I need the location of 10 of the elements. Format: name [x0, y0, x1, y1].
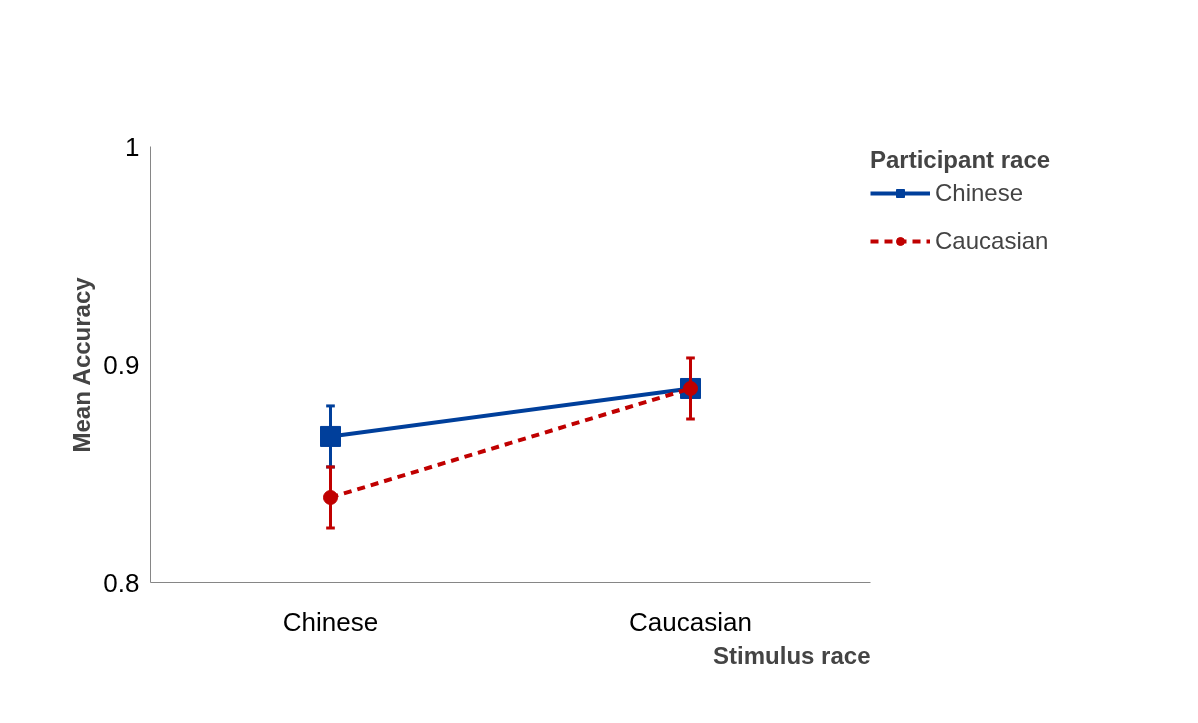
- x-axis-title: Stimulus race: [713, 641, 871, 669]
- y-tick-label: 1: [125, 131, 140, 162]
- point: [323, 489, 338, 505]
- y-axis-title: Mean Accuracy: [68, 276, 96, 453]
- y-tick-label: 0.9: [103, 349, 140, 380]
- y-tick-label: 0.8: [103, 567, 140, 598]
- point: [320, 425, 341, 447]
- legend-label: Chinese: [935, 179, 1024, 207]
- legend-label: Caucasian: [935, 227, 1049, 255]
- legend-title: Participant race: [870, 146, 1051, 174]
